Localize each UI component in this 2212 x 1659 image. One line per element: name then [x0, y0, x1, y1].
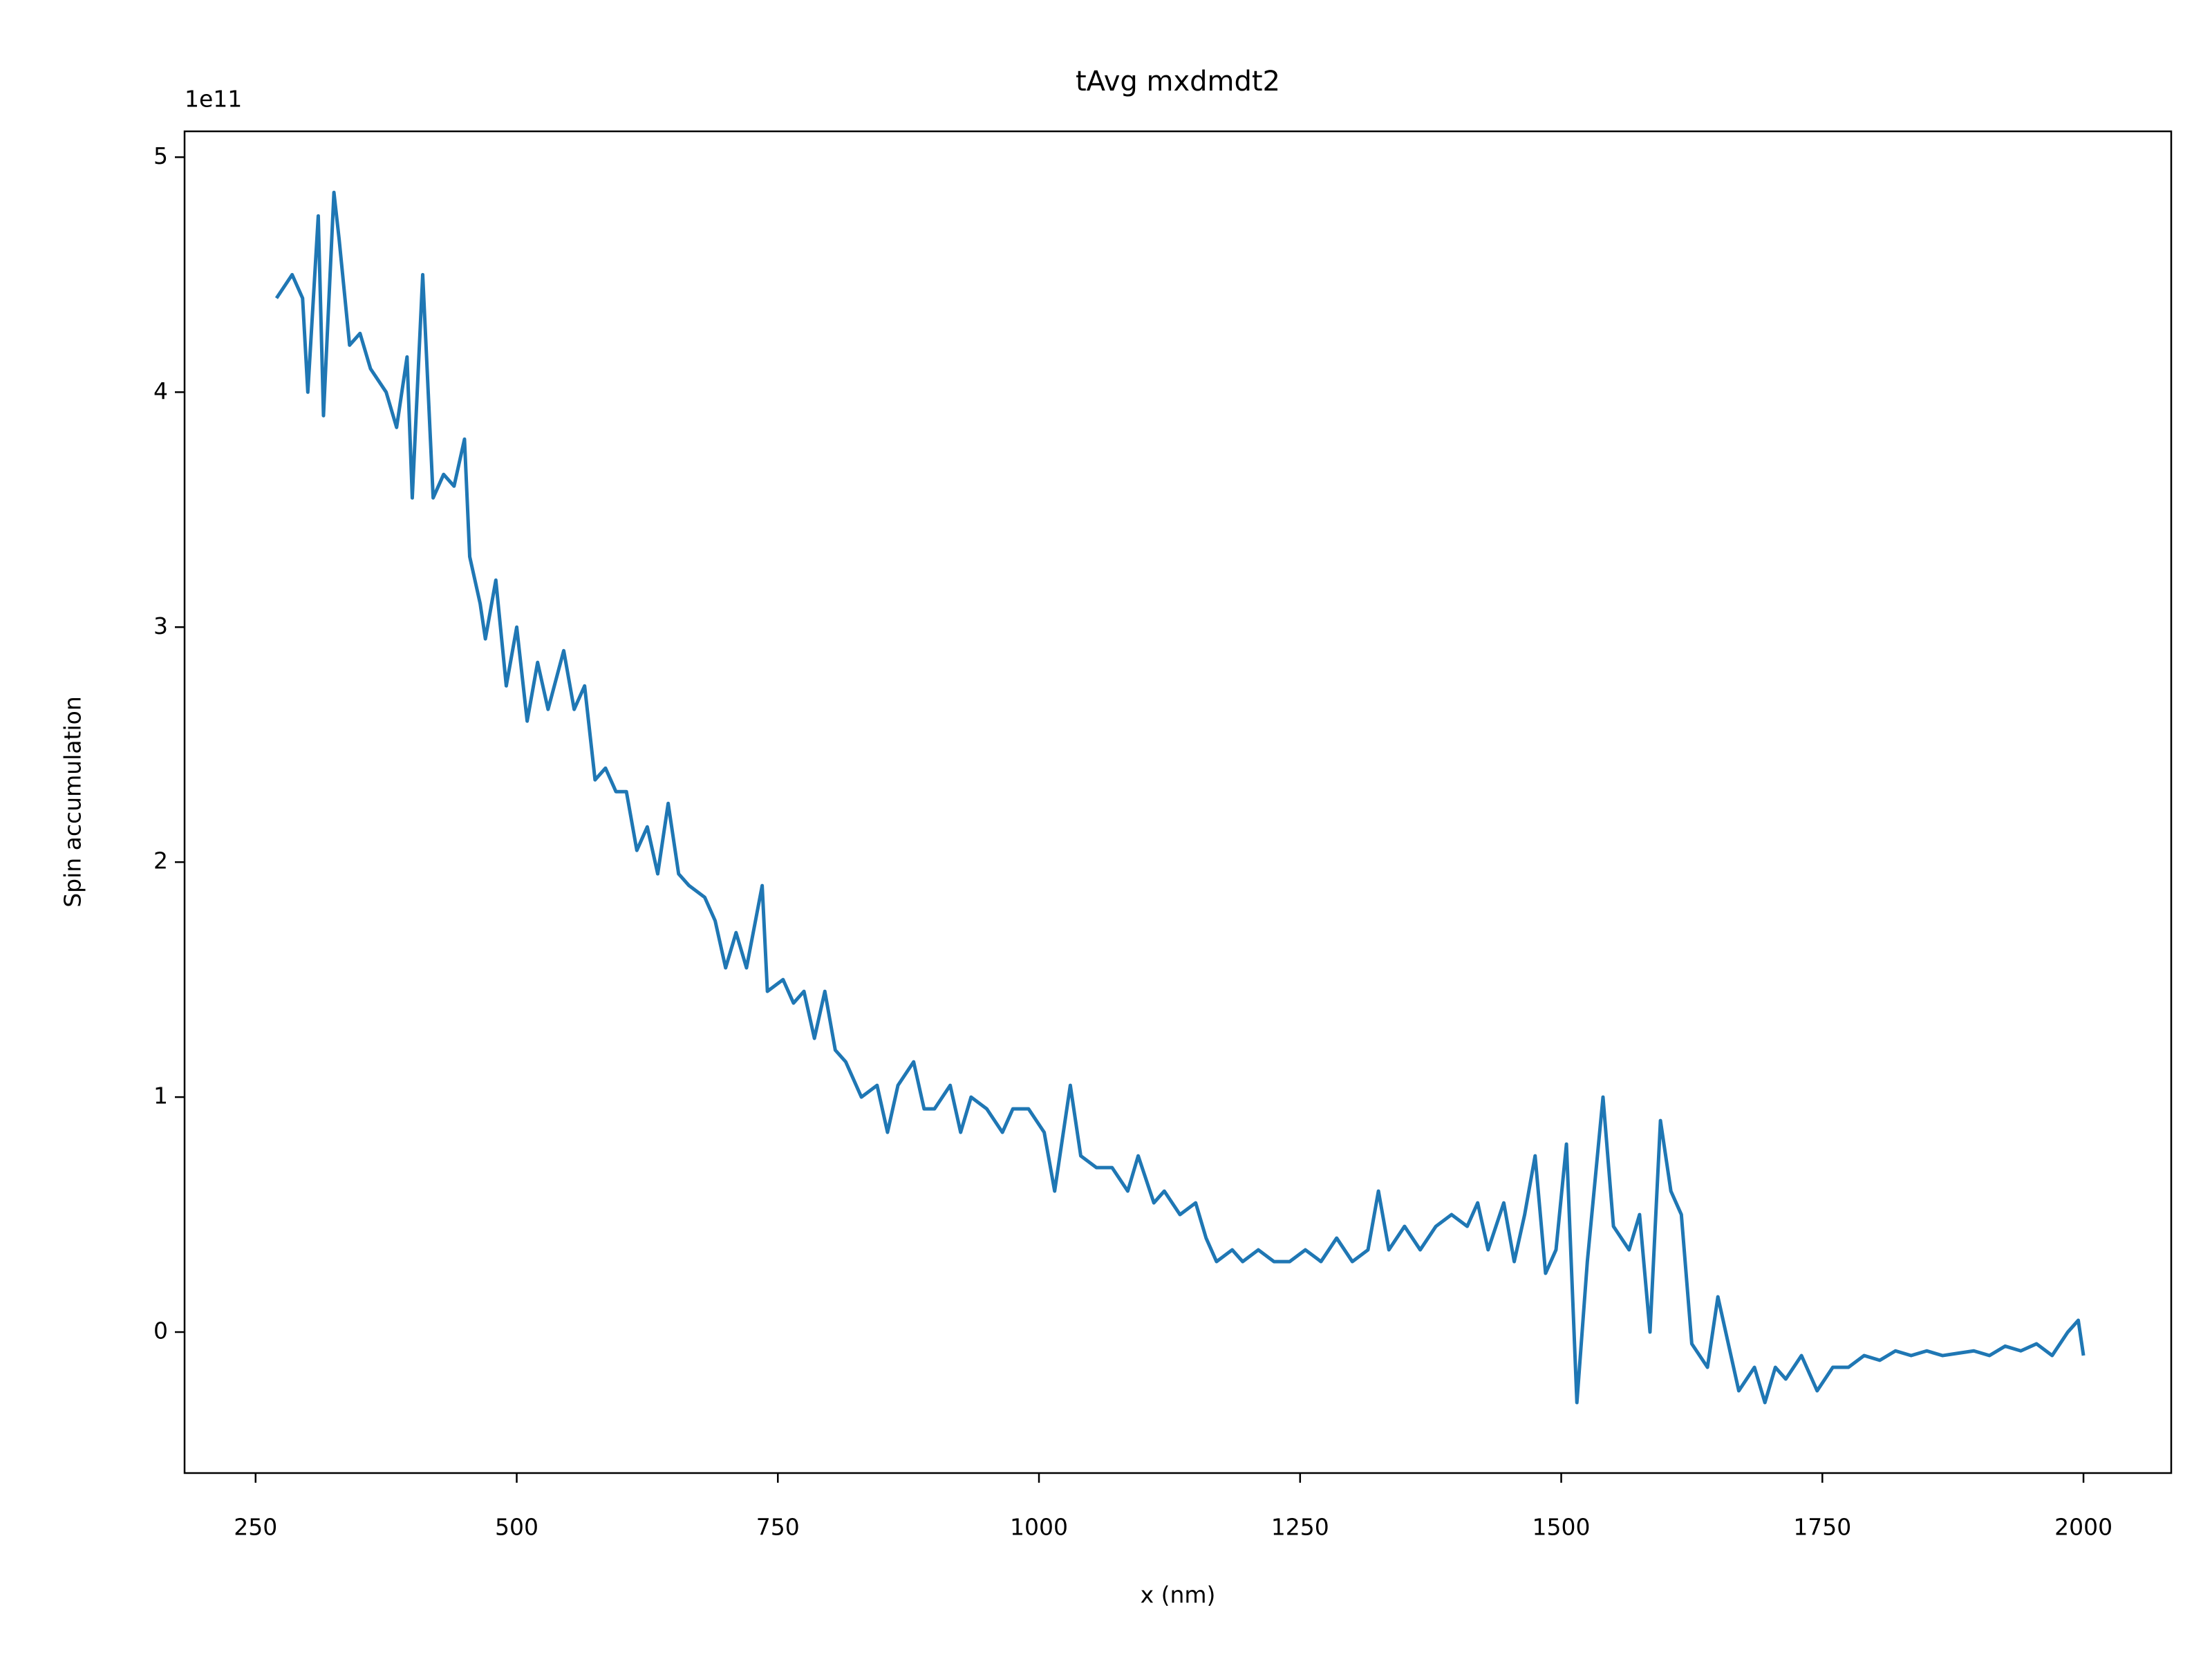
- x-tick-label: 500: [495, 1514, 538, 1541]
- y-axis-label: Spin accumulation: [59, 696, 86, 908]
- x-tick-label: 1500: [1533, 1514, 1591, 1541]
- y-tick-label: 1: [153, 1082, 168, 1109]
- x-tick-label: 1750: [1793, 1514, 1851, 1541]
- y-tick-label: 2: [153, 847, 168, 874]
- x-tick-label: 1250: [1271, 1514, 1329, 1541]
- chart-title: tAvg mxdmdt2: [1076, 66, 1280, 97]
- data-line: [274, 190, 2086, 1405]
- plot-frame: [183, 130, 2173, 1474]
- x-tick-label: 1000: [1010, 1514, 1068, 1541]
- y-offset-label: 1e11: [185, 86, 242, 113]
- y-tick-label: 0: [153, 1318, 168, 1344]
- x-tick-label: 250: [234, 1514, 277, 1541]
- y-tick-label: 3: [153, 612, 168, 639]
- x-tick-label: 2000: [2054, 1514, 2112, 1541]
- x-axis-label: x (nm): [1141, 1582, 1216, 1609]
- y-tick-label: 4: [153, 377, 168, 404]
- x-tick-label: 750: [756, 1514, 800, 1541]
- y-tick-label: 5: [153, 142, 168, 169]
